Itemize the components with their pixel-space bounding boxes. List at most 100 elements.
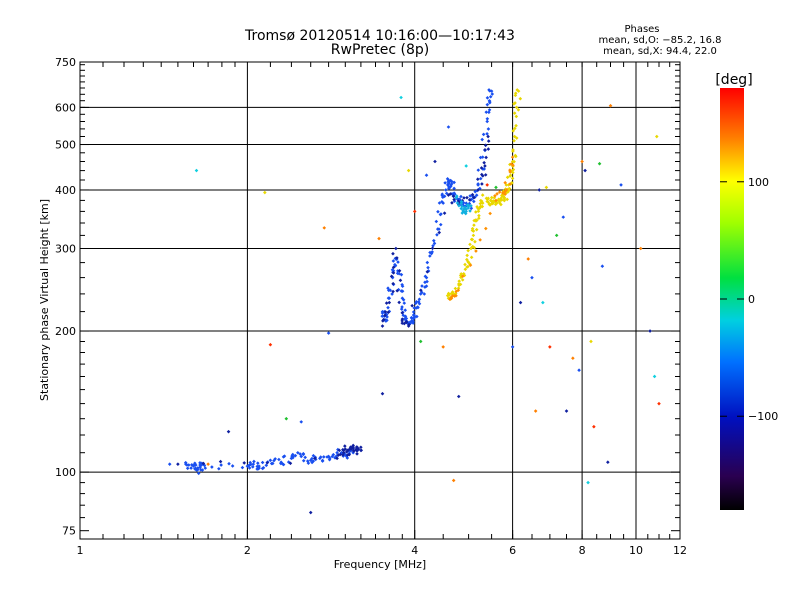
data-point — [475, 177, 480, 182]
data-point — [648, 329, 652, 333]
data-point — [200, 468, 205, 472]
data-point — [482, 160, 486, 165]
data-point — [483, 173, 488, 177]
data-point — [183, 460, 188, 465]
data-point — [395, 271, 400, 276]
data-point — [440, 192, 445, 197]
data-point — [514, 136, 519, 140]
y-tick-label: 500 — [55, 139, 76, 152]
data-point — [467, 201, 472, 206]
data-point — [455, 194, 459, 198]
data-point — [185, 466, 190, 471]
data-point — [437, 230, 442, 235]
data-point — [491, 200, 496, 204]
data-point — [516, 89, 521, 93]
data-point — [203, 466, 208, 470]
data-point — [185, 463, 189, 467]
data-point — [511, 148, 515, 152]
data-point — [411, 313, 416, 318]
data-point — [479, 199, 484, 203]
data-point — [475, 218, 479, 223]
data-point — [470, 192, 475, 197]
data-point — [293, 453, 298, 458]
data-point — [464, 201, 469, 206]
data-point — [510, 159, 515, 164]
data-point — [586, 480, 590, 485]
data-point — [464, 209, 468, 214]
data-point — [514, 105, 519, 110]
data-point — [252, 459, 256, 464]
data-point — [391, 271, 396, 275]
data-point — [503, 187, 508, 191]
data-point — [477, 216, 481, 221]
data-point — [301, 458, 306, 463]
data-point — [483, 143, 488, 148]
data-point — [435, 233, 439, 237]
data-point — [478, 201, 483, 206]
data-point — [433, 159, 437, 164]
data-point — [448, 297, 452, 302]
data-point — [480, 155, 485, 159]
data-point — [472, 223, 476, 227]
plot-frame — [79, 61, 681, 540]
data-point — [499, 202, 503, 207]
data-point — [471, 233, 476, 238]
data-point — [191, 463, 196, 468]
data-point — [469, 206, 474, 211]
data-point — [263, 190, 267, 195]
data-point — [402, 321, 407, 326]
data-point — [335, 450, 339, 455]
data-point — [484, 110, 489, 114]
data-point — [404, 320, 409, 325]
data-point — [377, 236, 381, 241]
data-point — [485, 96, 490, 100]
data-point — [391, 281, 395, 286]
data-point — [462, 196, 466, 200]
data-point — [351, 446, 356, 450]
data-point — [429, 251, 434, 256]
data-point — [338, 452, 343, 457]
data-point — [657, 401, 661, 406]
data-point — [497, 201, 502, 205]
data-point — [608, 103, 613, 108]
data-point — [460, 204, 464, 209]
data-point — [513, 101, 517, 105]
data-point — [193, 461, 197, 466]
data-point — [428, 254, 432, 258]
data-point — [468, 242, 472, 247]
data-point — [600, 264, 605, 269]
data-point — [457, 203, 461, 208]
data-point — [280, 461, 285, 466]
data-point — [508, 168, 512, 172]
data-point — [445, 177, 450, 181]
data-point — [482, 167, 487, 171]
data-point — [513, 126, 517, 131]
data-point — [380, 314, 384, 318]
data-point — [445, 293, 450, 298]
data-point — [217, 466, 221, 471]
data-point — [386, 286, 390, 291]
data-point — [486, 147, 491, 151]
data-point — [526, 257, 531, 261]
data-point — [477, 213, 481, 218]
data-point — [438, 212, 443, 217]
data-point — [460, 278, 465, 282]
data-point — [518, 300, 523, 305]
data-point — [488, 94, 493, 99]
data-point — [514, 154, 518, 159]
data-point — [450, 201, 454, 205]
data-point — [397, 300, 401, 305]
data-point — [380, 324, 385, 328]
data-point — [430, 246, 435, 251]
x-tick-label: 10 — [629, 544, 643, 557]
data-point — [194, 463, 198, 467]
colorbar-label: [deg] — [715, 72, 752, 88]
data-point — [472, 195, 476, 200]
data-point — [282, 454, 287, 458]
data-point — [448, 184, 453, 189]
data-point — [502, 198, 507, 203]
data-point — [400, 282, 404, 287]
data-point — [306, 461, 311, 465]
data-point — [516, 108, 521, 112]
data-point — [326, 331, 331, 335]
